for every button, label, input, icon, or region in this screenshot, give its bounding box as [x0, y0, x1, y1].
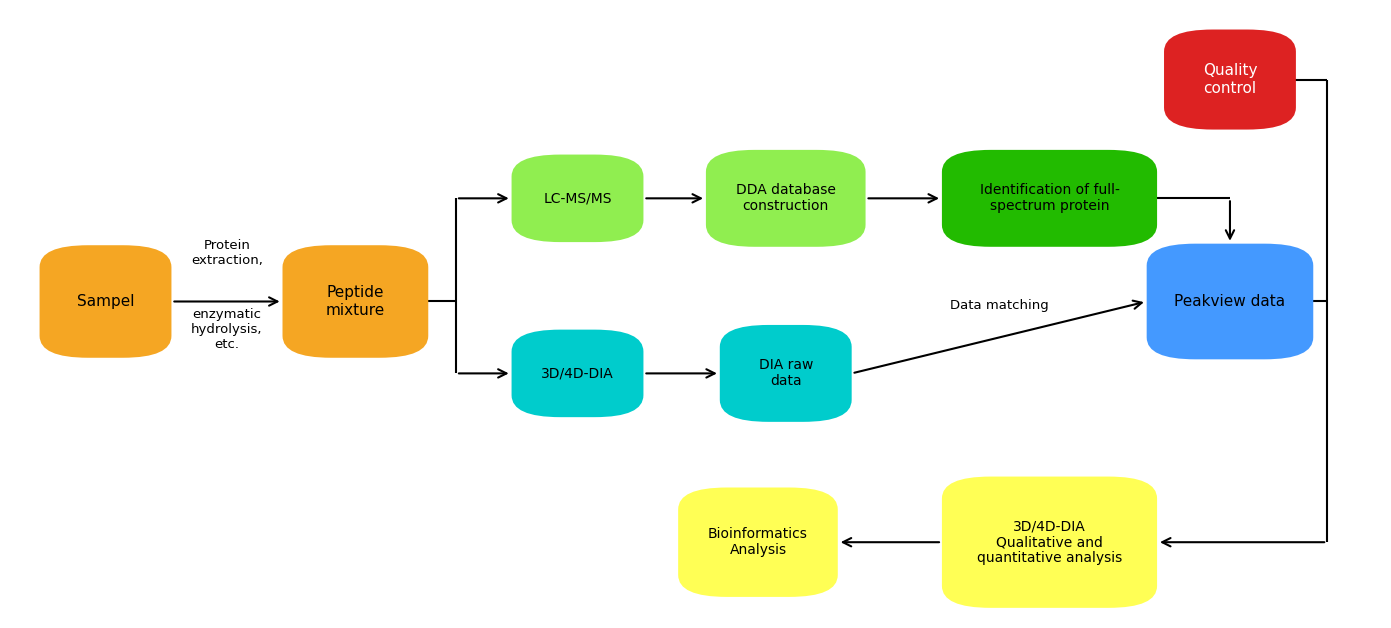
FancyBboxPatch shape	[1164, 30, 1296, 129]
FancyBboxPatch shape	[942, 150, 1157, 247]
Text: Identification of full-
spectrum protein: Identification of full- spectrum protein	[979, 183, 1120, 214]
Text: LC-MS/MS: LC-MS/MS	[544, 192, 612, 205]
FancyBboxPatch shape	[39, 245, 171, 358]
Text: Peptide
mixture: Peptide mixture	[325, 285, 385, 318]
FancyBboxPatch shape	[512, 330, 644, 417]
Text: Protein
extraction,: Protein extraction,	[191, 239, 263, 267]
FancyBboxPatch shape	[282, 245, 428, 358]
Text: 3D/4D-DIA
Qualitative and
quantitative analysis: 3D/4D-DIA Qualitative and quantitative a…	[976, 519, 1123, 565]
Text: Data matching: Data matching	[950, 300, 1049, 313]
Text: enzymatic
hydrolysis,
etc.: enzymatic hydrolysis, etc.	[191, 308, 263, 351]
Text: Sampel: Sampel	[77, 294, 135, 309]
Text: Bioinformatics
Analysis: Bioinformatics Analysis	[708, 527, 808, 557]
FancyBboxPatch shape	[705, 150, 865, 247]
Text: 3D/4D-DIA: 3D/4D-DIA	[541, 366, 613, 381]
Text: Peakview data: Peakview data	[1174, 294, 1285, 309]
FancyBboxPatch shape	[679, 487, 837, 597]
FancyBboxPatch shape	[942, 477, 1157, 608]
FancyBboxPatch shape	[1146, 244, 1313, 359]
FancyBboxPatch shape	[719, 325, 851, 422]
Text: DIA raw
data: DIA raw data	[758, 359, 812, 389]
FancyBboxPatch shape	[512, 154, 644, 242]
Text: DDA database
construction: DDA database construction	[736, 183, 836, 214]
Text: Quality
control: Quality control	[1203, 63, 1257, 95]
